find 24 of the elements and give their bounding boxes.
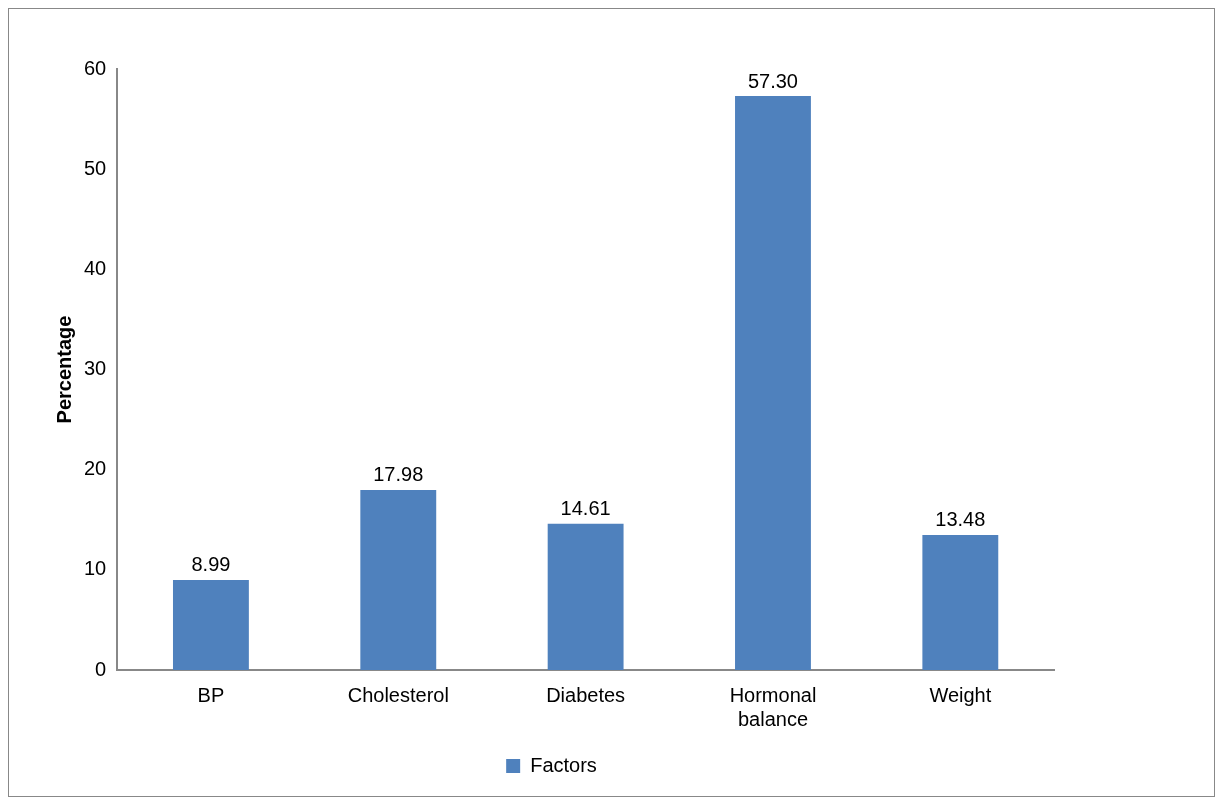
data-label: 17.98	[373, 463, 424, 486]
x-tick-label: Diabetes	[546, 683, 626, 706]
y-axis-title: Percentage	[52, 315, 75, 424]
bar	[547, 523, 624, 670]
y-tick-label: 50	[84, 156, 107, 179]
y-tick-label: 0	[95, 657, 107, 680]
bar	[735, 96, 811, 670]
data-label: 14.61	[560, 497, 611, 520]
bar	[922, 534, 999, 670]
data-label: 8.99	[191, 553, 231, 576]
x-tick-label: Hormonal balance	[729, 683, 817, 730]
x-tick-label: BP	[197, 683, 225, 706]
y-tick-label: 20	[84, 457, 107, 480]
legend-label: Factors	[530, 753, 597, 776]
x-tick-label: Weight	[929, 683, 992, 706]
y-tick-label: 40	[84, 256, 107, 279]
data-label: 13.48	[935, 508, 986, 531]
x-tick-label: Cholesterol	[347, 683, 449, 706]
y-tick-label: 60	[84, 56, 107, 79]
bar	[172, 579, 249, 670]
data-label: 57.30	[747, 69, 799, 92]
y-tick-label: 10	[84, 557, 107, 580]
bar	[360, 489, 437, 670]
y-tick-label: 30	[84, 357, 107, 380]
